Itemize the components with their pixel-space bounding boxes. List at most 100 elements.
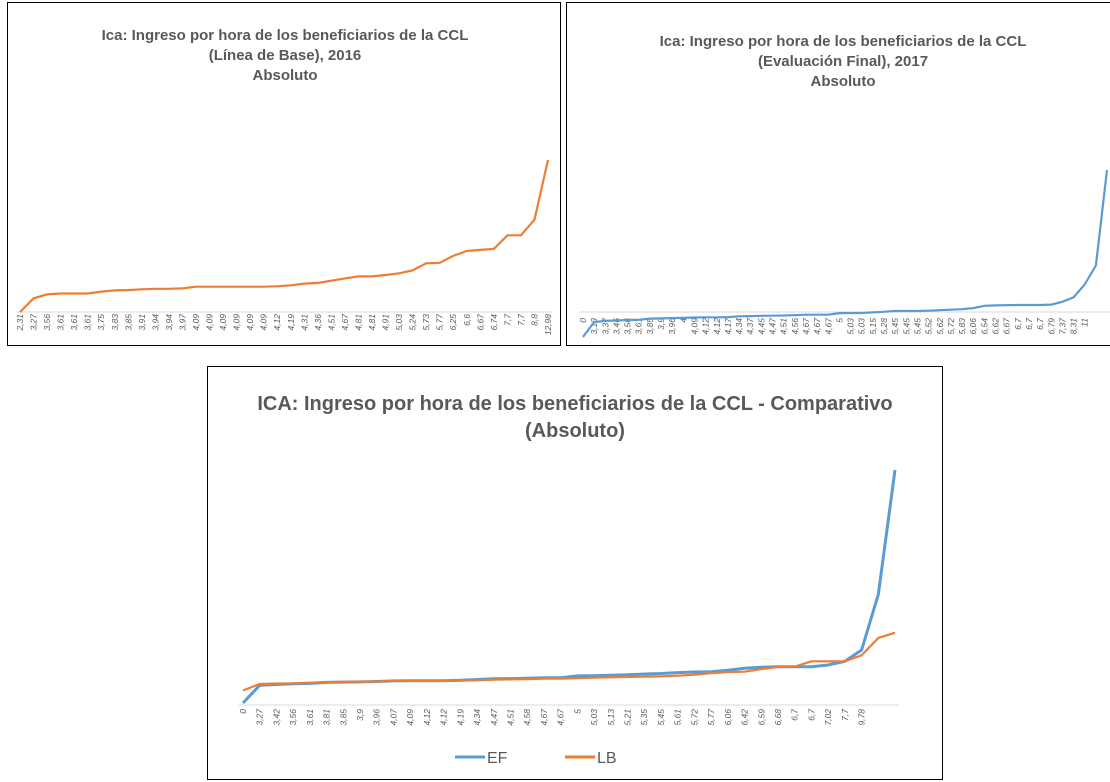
chart-title: (Absoluto): [525, 420, 625, 442]
x-tick-label: 4: [678, 318, 688, 323]
x-tick-label: 6,62: [991, 318, 1001, 335]
x-tick-label: 4,09: [218, 314, 228, 331]
x-tick-label: 6,67: [1002, 318, 1012, 335]
x-tick-label: 3,27: [29, 314, 39, 331]
x-tick-label: 5,52: [924, 318, 934, 335]
x-tick-label: 5: [834, 318, 844, 323]
x-tick-label: 5,03: [589, 709, 599, 726]
chart-title: Absoluto: [253, 67, 318, 84]
x-tick-label: 3,85: [338, 709, 348, 726]
x-tick-label: 3,9: [656, 318, 666, 330]
x-tick-label: 6,42: [740, 709, 750, 726]
x-tick-label: 6,6: [462, 314, 472, 326]
legend-label: LB: [597, 750, 617, 767]
x-tick-label: 5,45: [901, 318, 911, 335]
x-tick-label: 4,67: [340, 314, 350, 331]
x-tick-label: 4,09: [245, 314, 255, 331]
x-tick-label: 8,31: [1069, 318, 1079, 335]
x-tick-label: 3,81: [322, 709, 332, 726]
x-tick-label: 4,34: [734, 318, 744, 335]
x-tick-label: 7,7: [516, 314, 526, 326]
x-tick-label: 3,96: [667, 318, 677, 335]
x-tick-label: 3,13: [589, 318, 599, 335]
x-tick-label: 5,45: [656, 709, 666, 726]
x-tick-label: 4,37: [745, 318, 755, 335]
x-tick-label: 4,09: [259, 314, 269, 331]
x-tick-label: 4,19: [286, 314, 296, 331]
x-tick-label: 4,12: [272, 314, 282, 331]
x-tick-label: 3,91: [137, 314, 147, 331]
series-line: [241, 469, 897, 705]
x-tick-label: 3,94: [150, 314, 160, 331]
x-tick-label: 4,47: [768, 318, 778, 335]
x-tick-label: 4,45: [756, 318, 766, 335]
x-tick-label: 3,94: [164, 314, 174, 331]
x-tick-label: 4,51: [326, 314, 336, 331]
x-tick-label: 5,72: [689, 709, 699, 726]
x-tick-label: 5,03: [846, 318, 856, 335]
x-tick-label: 3,61: [69, 314, 79, 331]
x-tick-label: 4,12: [439, 709, 449, 726]
x-tick-label: 7,37: [1057, 318, 1067, 335]
x-tick-label: 3,27: [255, 709, 265, 726]
x-tick-label: 11: [1080, 318, 1090, 327]
x-tick-label: 3,96: [372, 709, 382, 726]
x-tick-label: 3,75: [96, 314, 106, 331]
x-tick-label: 3,56: [42, 314, 52, 331]
x-tick-label: 4,36: [313, 314, 323, 331]
chart-title: Ica: Ingreso por hora de los beneficiari…: [660, 33, 1027, 50]
x-tick-label: 6,06: [968, 318, 978, 335]
x-tick-label: 4,51: [505, 709, 515, 726]
x-tick-label: 6,67: [475, 314, 485, 331]
x-tick-label: 6,68: [773, 709, 783, 726]
series-line: [19, 159, 550, 313]
x-tick-label: 4,67: [801, 318, 811, 335]
x-tick-label: 4,07: [388, 709, 398, 726]
x-tick-label: 6,79: [1046, 318, 1056, 335]
x-tick-label: 0: [238, 709, 248, 714]
x-tick-label: 3,83: [110, 314, 120, 331]
chart-frame: [7, 2, 561, 346]
x-tick-label: 4,56: [790, 318, 800, 335]
x-tick-label: 5,45: [912, 318, 922, 335]
x-tick-label: 6,59: [756, 709, 766, 726]
x-tick-label: 4,09: [232, 314, 242, 331]
x-tick-label: 4,34: [472, 709, 482, 726]
x-tick-label: 3,61: [56, 314, 66, 331]
x-tick-label: 5,24: [408, 314, 418, 331]
x-tick-label: 7,02: [823, 709, 833, 726]
x-tick-label: 5,13: [606, 709, 616, 726]
x-tick-label: 0: [578, 318, 588, 323]
x-tick-label: 3,61: [634, 318, 644, 335]
x-tick-label: 4,47: [489, 709, 499, 726]
x-tick-label: 8,8: [529, 314, 539, 326]
x-tick-label: 4,51: [779, 318, 789, 335]
legend-label: EF: [487, 750, 508, 767]
x-tick-label: 4,67: [556, 709, 566, 726]
x-tick-label: 3,61: [83, 314, 93, 331]
x-tick-label: 5,03: [394, 314, 404, 331]
x-tick-label: 4,67: [812, 318, 822, 335]
chart-title: Ica: Ingreso por hora de los beneficiari…: [102, 27, 469, 44]
x-tick-label: 3,61: [305, 709, 315, 726]
x-tick-label: 6,54: [979, 318, 989, 335]
x-tick-label: 6,7: [790, 709, 800, 721]
x-tick-label: 3,97: [177, 314, 187, 331]
series-line: [242, 631, 896, 692]
x-tick-label: 4,81: [367, 314, 377, 331]
x-tick-label: 3,56: [288, 709, 298, 726]
chart-title: ICA: Ingreso por hora de los beneficiari…: [257, 393, 892, 415]
x-tick-label: 5,28: [879, 318, 889, 335]
x-tick-label: 6,06: [723, 709, 733, 726]
x-tick-label: 4,58: [522, 709, 532, 726]
x-tick-label: 5,73: [421, 314, 431, 331]
x-tick-label: 5,83: [957, 318, 967, 335]
x-tick-label: 5,77: [435, 314, 445, 331]
x-tick-label: 5,62: [935, 318, 945, 335]
x-tick-label: 3,42: [271, 709, 281, 726]
x-tick-label: 9,78: [857, 709, 867, 726]
x-tick-label: 6,25: [448, 314, 458, 331]
x-tick-label: 5,72: [946, 318, 956, 335]
x-tick-label: 4,67: [539, 709, 549, 726]
